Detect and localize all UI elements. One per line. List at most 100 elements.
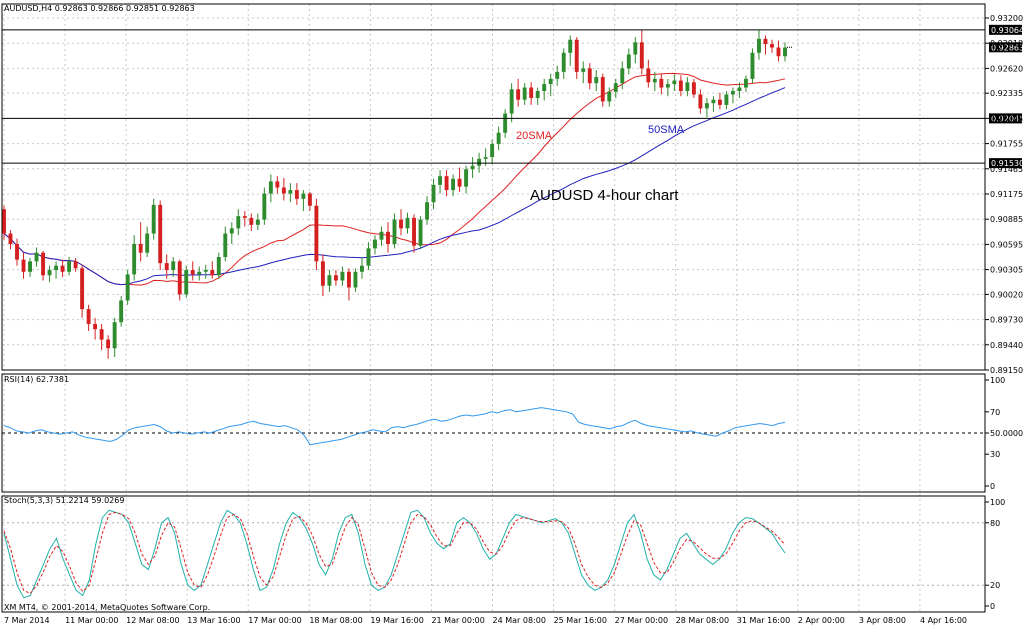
candle-body bbox=[106, 339, 111, 349]
candle-body bbox=[659, 78, 664, 88]
time-label: 19 Mar 16:00 bbox=[370, 616, 423, 625]
candlesticks bbox=[2, 30, 787, 359]
time-label: 13 Mar 16:00 bbox=[187, 616, 240, 625]
panel-frame bbox=[1, 373, 986, 493]
candle-body bbox=[275, 181, 280, 188]
price-tick-label: 0.90885 bbox=[990, 215, 1023, 224]
candle-body bbox=[288, 190, 293, 194]
candle-body bbox=[444, 176, 449, 191]
candle-body bbox=[587, 68, 592, 84]
candle-body bbox=[737, 87, 742, 92]
candle-body bbox=[613, 83, 618, 92]
time-label: 24 Mar 08:00 bbox=[493, 616, 546, 625]
candle-body bbox=[405, 217, 410, 229]
candle-body bbox=[99, 329, 104, 340]
candle-body bbox=[210, 270, 215, 276]
price-tick-label: 0.92910 bbox=[990, 39, 1023, 48]
rsi-line bbox=[3, 407, 786, 446]
candle-body bbox=[529, 87, 534, 98]
candle-body bbox=[171, 261, 176, 271]
candle-body bbox=[268, 181, 273, 194]
candle-body bbox=[216, 257, 221, 276]
candle-body bbox=[307, 193, 312, 206]
panel-frame bbox=[1, 3, 986, 371]
stoch-tick-label: 80 bbox=[990, 519, 1000, 528]
candle-body bbox=[21, 259, 26, 272]
candle-body bbox=[672, 80, 677, 85]
candle-body bbox=[93, 323, 98, 330]
candle-body bbox=[34, 252, 39, 262]
candle-body bbox=[516, 89, 521, 100]
rsi-tick-label: 50.0000 bbox=[990, 429, 1023, 438]
candle-body bbox=[581, 68, 586, 72]
candle-body bbox=[125, 274, 130, 301]
candle-body bbox=[184, 270, 189, 295]
price-tick-label: 0.89150 bbox=[990, 366, 1023, 375]
candle-body bbox=[145, 233, 150, 253]
rsi-tick-label: 30 bbox=[990, 450, 1000, 459]
candle-body bbox=[41, 252, 46, 276]
rsi-header: RSI(14) 62.7381 bbox=[4, 375, 69, 384]
candle-body bbox=[496, 132, 501, 145]
candle-body bbox=[249, 217, 254, 225]
stoch-header: Stoch(5,3,3) 51.2214 59.0269 bbox=[4, 496, 124, 505]
candle-body bbox=[54, 265, 59, 271]
candle-body bbox=[262, 193, 267, 220]
candle-body bbox=[203, 270, 208, 272]
candle-body bbox=[366, 248, 371, 266]
candle-body bbox=[730, 91, 735, 95]
candle-body bbox=[229, 228, 234, 234]
copyright-text: XM MT4, © 2001-2014, MetaQuotes Software… bbox=[4, 603, 210, 612]
candle-body bbox=[301, 193, 306, 199]
candle-body bbox=[594, 77, 599, 84]
price-tick-label: 0.89730 bbox=[990, 316, 1023, 325]
candle-body bbox=[314, 205, 319, 262]
candle-body bbox=[340, 271, 345, 281]
candle-body bbox=[652, 78, 657, 83]
candle-body bbox=[743, 78, 748, 88]
candle-body bbox=[236, 216, 241, 229]
price-tick-label: 0.91175 bbox=[990, 190, 1023, 199]
chart-title-annotation: AUDUSD 4-hour chart bbox=[530, 187, 679, 204]
candle-body bbox=[522, 87, 527, 100]
stoch-tick-label: 0 bbox=[990, 602, 995, 611]
price-badge bbox=[989, 24, 1022, 35]
candle-body bbox=[73, 261, 78, 269]
candle-body bbox=[197, 271, 202, 275]
panel-frame bbox=[1, 495, 986, 613]
candle-body bbox=[704, 103, 709, 109]
candle-body bbox=[464, 169, 469, 187]
candle-body bbox=[412, 217, 416, 246]
stochastic-panel: 100 80 20 0 bbox=[2, 498, 1005, 611]
price-badge bbox=[989, 158, 1022, 169]
candle-body bbox=[561, 52, 566, 72]
candle-body bbox=[392, 219, 397, 244]
candle-body bbox=[132, 243, 137, 275]
candle-body bbox=[477, 158, 482, 166]
price-tick-label: 0.91465 bbox=[990, 165, 1023, 174]
candle-body bbox=[783, 47, 787, 57]
stoch-main-line bbox=[3, 509, 786, 599]
rsi-tick-label: 70 bbox=[990, 408, 1000, 417]
candle-body bbox=[119, 300, 124, 323]
candle-body bbox=[665, 84, 670, 88]
time-label: 17 Mar 00:00 bbox=[248, 616, 301, 625]
candle-body bbox=[177, 261, 182, 295]
candle-body bbox=[425, 202, 429, 220]
price-badge-label: 0.93064 bbox=[991, 26, 1024, 35]
candle-body bbox=[438, 176, 443, 185]
candle-body bbox=[483, 157, 488, 159]
price-level-lines: 0.93064 0.92863 0.92045 0.91530 bbox=[2, 24, 1024, 169]
time-label: 7 Mar 2014 bbox=[4, 616, 50, 625]
candle-body bbox=[555, 71, 560, 79]
candle-body bbox=[503, 113, 508, 133]
candle-body bbox=[470, 165, 475, 170]
candle-body bbox=[399, 219, 403, 229]
candle-body bbox=[711, 99, 716, 104]
candle-body bbox=[190, 270, 195, 275]
time-label: 11 Mar 00:00 bbox=[65, 616, 118, 625]
price-badge-label: 0.92863 bbox=[991, 43, 1024, 52]
time-label: 27 Mar 00:00 bbox=[615, 616, 668, 625]
candle-body bbox=[8, 233, 13, 244]
price-tick-label: 0.90595 bbox=[990, 240, 1023, 249]
